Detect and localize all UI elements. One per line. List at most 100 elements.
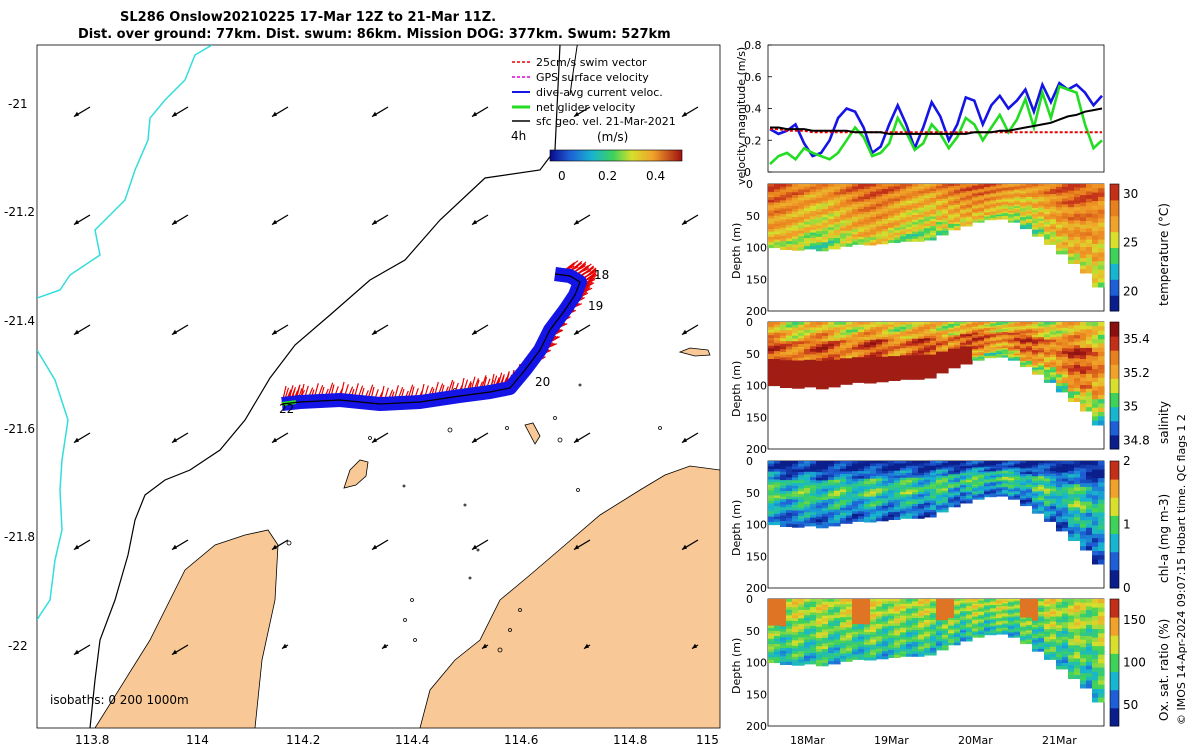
section-cell	[798, 496, 805, 501]
section-cell	[888, 334, 895, 338]
section-cell	[888, 470, 895, 474]
section-cell	[912, 219, 919, 223]
section-cell	[774, 353, 781, 357]
section-cell	[1008, 345, 1015, 348]
section-cell	[942, 326, 949, 329]
section-cell	[846, 215, 853, 219]
section-cell	[774, 641, 781, 645]
section-cell	[792, 233, 799, 237]
section-cell	[786, 631, 793, 635]
section-cell	[1086, 213, 1093, 218]
section-cell	[1098, 407, 1105, 413]
section-cell	[780, 607, 787, 611]
section-cell	[828, 661, 835, 665]
section-cell	[774, 468, 781, 473]
section-cell	[852, 634, 859, 638]
section-cell	[966, 187, 973, 190]
section-cell	[840, 332, 847, 336]
section-cell	[876, 238, 883, 242]
geo-vel-arrow	[271, 539, 289, 551]
section-cell	[918, 613, 925, 617]
section-cell	[894, 608, 901, 612]
section-cell	[960, 192, 967, 195]
section-cell	[1098, 508, 1105, 513]
section-cell	[846, 640, 853, 644]
section-cell	[786, 227, 793, 231]
section-cell	[1098, 394, 1105, 400]
section-cell	[786, 241, 793, 245]
section-cell	[978, 461, 985, 464]
section-cell	[984, 215, 991, 218]
section-cell	[828, 232, 835, 236]
section-cell	[780, 376, 787, 380]
section-cell	[936, 477, 943, 481]
section-cell	[804, 229, 811, 234]
section-cell	[1062, 365, 1069, 370]
section-cell	[810, 384, 817, 388]
section-cell	[840, 355, 847, 359]
section-cell	[834, 330, 841, 334]
section-cell	[960, 184, 967, 187]
section-cell	[978, 345, 985, 348]
section-cell	[1086, 269, 1093, 274]
section-cell	[900, 475, 907, 479]
velocity-ytick: 0.4	[744, 103, 762, 116]
section-cell	[900, 610, 907, 614]
section-cell	[978, 191, 985, 195]
section-cell	[924, 493, 931, 497]
colorbar-tick: 35	[1123, 400, 1138, 414]
section-cell	[990, 189, 997, 192]
section-cell	[990, 216, 997, 219]
section-cell	[804, 620, 811, 624]
section-cell	[1032, 491, 1039, 495]
section-cell	[816, 186, 823, 191]
section-cell	[1032, 220, 1039, 224]
section-cell	[792, 474, 799, 479]
colorbar-segment	[1110, 406, 1119, 422]
section-cell	[876, 606, 883, 610]
isobaths-label: isobaths: 0 200 1000m	[50, 693, 189, 707]
section-cell	[1062, 371, 1069, 375]
section-cell	[918, 191, 925, 195]
section-cell	[1068, 470, 1075, 475]
geo-vel-arrow	[73, 432, 91, 444]
section-cell	[780, 488, 787, 492]
section-cell	[984, 322, 991, 325]
section-cell	[774, 380, 781, 384]
section-cell	[822, 599, 829, 603]
section-cell	[996, 493, 1003, 496]
section-cell	[894, 322, 901, 325]
section-cell	[954, 499, 961, 502]
section-cell	[780, 485, 787, 489]
section-cell	[1062, 356, 1069, 361]
section-cell	[894, 213, 901, 217]
section-cell	[1074, 365, 1081, 369]
section-cell	[894, 640, 901, 644]
section-cell	[810, 197, 817, 201]
section-cell	[900, 343, 907, 347]
section-cell	[1038, 337, 1045, 340]
section-cell	[912, 508, 919, 512]
section-cell	[900, 362, 907, 366]
section-cell	[900, 333, 907, 337]
section-cell	[816, 524, 823, 529]
section-cell	[840, 515, 847, 519]
section-cell	[774, 359, 781, 363]
section-cell	[900, 651, 907, 655]
section-cell	[840, 489, 847, 493]
section-cell	[870, 339, 877, 343]
section-cell	[1086, 520, 1093, 525]
section-cell	[894, 368, 901, 372]
section-cell	[816, 497, 823, 501]
section-cell	[1092, 265, 1099, 271]
section-cell	[834, 192, 841, 196]
section-cell	[1098, 352, 1105, 357]
section-cell	[900, 487, 907, 491]
section-cell	[1014, 207, 1021, 210]
section-cell	[858, 516, 865, 520]
section-cell	[828, 194, 835, 199]
section-cell	[828, 208, 835, 212]
section-cell	[822, 649, 829, 653]
section-cell	[924, 603, 931, 607]
section-cell	[792, 368, 799, 373]
